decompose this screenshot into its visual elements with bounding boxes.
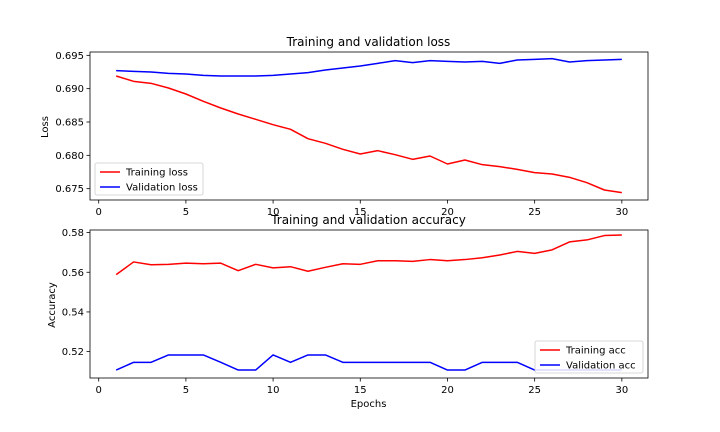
plot-area: 0 5 10 15 20 25 30 0.52 0.54 0.56 0.58 Training acc… <box>62 228 649 396</box>
loss-chart: Training and validation loss Loss 0 5 10 15… <box>40 35 649 218</box>
x-tick-label: 20 <box>441 385 454 396</box>
series-line-validation <box>116 57 622 77</box>
y-axis-label: Accuracy <box>47 282 58 328</box>
axes-frame <box>89 229 649 379</box>
y-tick-label: 0.54 <box>62 307 84 318</box>
series-line-training <box>115 75 622 194</box>
y-tick-label: 0.52 <box>62 347 84 358</box>
y-tick-label: 0.56 <box>62 268 84 279</box>
x-tick-label: 15 <box>354 207 367 218</box>
x-tick-label: 0 <box>96 207 102 218</box>
series-line-training <box>115 234 622 276</box>
plot-area: 0 5 10 15 20 25 30 0.675 0.680 0.685 0.690 0.695 Tra… <box>55 51 649 218</box>
y-axis-label: Loss <box>40 116 51 138</box>
legend-label: Validation acc <box>566 361 636 372</box>
x-tick-label: 30 <box>615 385 628 396</box>
x-tick-label: 30 <box>615 207 628 218</box>
legend-label: Training loss <box>125 168 188 179</box>
x-axis-label: Epochs <box>351 399 387 410</box>
y-tick-label: 0.685 <box>55 118 84 129</box>
legend: Training loss Validation loss <box>94 162 204 196</box>
y-tick-label: 0.695 <box>55 51 84 62</box>
x-tick-label: 10 <box>267 207 280 218</box>
accuracy-chart: Training and validation accuracy Accurac… <box>47 213 649 410</box>
x-tick-label: 5 <box>183 207 189 218</box>
y-tick-label: 0.58 <box>62 228 84 239</box>
legend-label: Training acc <box>565 346 626 357</box>
x-tick-label: 15 <box>354 385 367 396</box>
x-tick-label: 5 <box>183 385 189 396</box>
legend-box <box>534 340 644 374</box>
legend: Training acc Validation acc <box>534 340 644 374</box>
y-tick-label: 0.680 <box>55 151 84 162</box>
legend-box <box>94 162 204 196</box>
axes-frame <box>89 51 649 201</box>
chart-title: Training and validation accuracy <box>270 213 466 227</box>
x-tick-label: 25 <box>528 207 541 218</box>
y-tick-label: 0.690 <box>55 84 84 95</box>
chart-title: Training and validation loss <box>286 35 451 49</box>
x-tick-label: 20 <box>441 207 454 218</box>
x-tick-label: 10 <box>267 385 280 396</box>
y-tick-label: 0.675 <box>55 184 84 195</box>
x-tick-label: 0 <box>96 385 102 396</box>
legend-label: Validation loss <box>126 183 198 194</box>
x-tick-label: 25 <box>528 385 541 396</box>
